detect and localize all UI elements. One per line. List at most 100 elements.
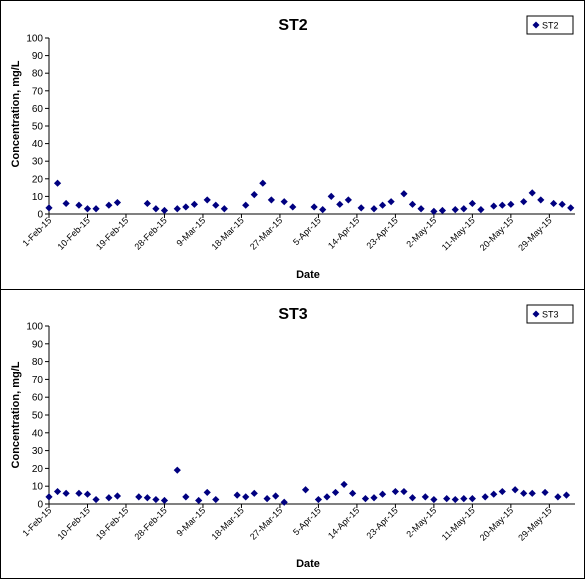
y-tick-label: 50	[32, 411, 44, 422]
data-point	[83, 205, 92, 213]
data-point	[160, 496, 169, 505]
data-point	[53, 179, 62, 187]
data-point	[152, 205, 160, 213]
data-point	[182, 493, 190, 501]
data-point	[160, 206, 169, 215]
data-point	[263, 495, 271, 503]
data-point	[250, 191, 258, 199]
x-tick-label: 27-Mar-15	[248, 215, 284, 251]
y-tick-label: 20	[32, 464, 44, 475]
data-point	[520, 489, 528, 497]
x-tick-label: 2-May-15	[404, 215, 438, 249]
data-point	[451, 495, 459, 504]
data-point	[173, 466, 181, 474]
y-axis-ticks: 0 10 20 30 40 50 60 70 80 90 100	[26, 322, 49, 511]
data-point	[45, 493, 53, 501]
data-point	[242, 493, 250, 501]
chart-axes	[48, 38, 575, 215]
y-tick-label: 30	[32, 157, 44, 168]
legend-box	[526, 304, 574, 324]
data-point	[331, 488, 340, 497]
y-tick-label: 80	[32, 357, 44, 368]
data-point	[490, 490, 498, 498]
data-point	[490, 202, 498, 210]
data-point	[378, 201, 387, 209]
x-tick-label: 23-Apr-15	[364, 505, 399, 540]
chart-legend: ST2	[526, 15, 574, 35]
data-point	[477, 206, 485, 214]
data-point	[62, 199, 70, 208]
y-axis-label: Concentration, mg/L	[10, 361, 22, 468]
x-tick-label: 9-Mar-15	[174, 505, 207, 538]
y-tick-label: 40	[32, 428, 44, 439]
st2-scatter-chart: ST2 Concentration, mg/L Date ST2 0 10 20 30…	[10, 15, 575, 281]
data-point	[242, 201, 250, 209]
y-tick-label: 70	[32, 375, 44, 386]
data-point	[53, 487, 62, 496]
x-tick-label: 20-May-15	[478, 505, 515, 542]
x-axis-ticks: 1-Feb-15 10-Feb-15 19-Feb-15 28-Feb-15 9-Mar…	[21, 504, 554, 543]
data-point	[438, 206, 447, 215]
data-point	[408, 200, 417, 208]
legend-label: ST3	[542, 310, 559, 320]
data-point	[143, 199, 151, 208]
data-point	[468, 199, 476, 208]
data-point	[323, 493, 331, 501]
data-point	[507, 200, 515, 208]
data-point	[468, 495, 476, 503]
data-point	[520, 198, 528, 206]
data-point	[370, 494, 378, 502]
data-point	[430, 495, 438, 504]
x-tick-label: 29-May-15	[516, 505, 553, 542]
y-tick-label: 10	[32, 482, 44, 493]
data-point	[250, 489, 258, 497]
legend-marker-diamond	[532, 21, 540, 29]
x-tick-label: 20-May-15	[478, 215, 515, 252]
data-point	[558, 200, 566, 208]
x-tick-label: 29-May-15	[516, 215, 553, 252]
y-tick-label: 60	[32, 104, 44, 115]
x-tick-label: 10-Feb-15	[55, 505, 91, 541]
data-point	[327, 192, 335, 200]
x-tick-label: 11-May-15	[440, 215, 477, 252]
y-axis-label: Concentration, mg/L	[10, 60, 22, 167]
data-point	[562, 491, 571, 499]
data-points	[45, 179, 575, 215]
y-tick-label: 90	[32, 339, 44, 350]
legend-marker-diamond	[532, 310, 540, 318]
data-point	[528, 189, 536, 197]
data-point	[203, 488, 211, 497]
x-tick-label: 5-Apr-15	[291, 505, 323, 537]
x-tick-label: 28-Feb-15	[132, 505, 168, 541]
data-point	[378, 490, 387, 498]
x-tick-label: 28-Feb-15	[132, 215, 168, 251]
x-tick-label: 18-Mar-15	[209, 215, 245, 251]
x-tick-label: 2-May-15	[404, 505, 438, 539]
data-point	[460, 495, 468, 503]
data-point	[550, 199, 558, 208]
data-point	[143, 494, 151, 502]
data-point	[349, 489, 357, 497]
data-point	[105, 494, 113, 502]
st3-scatter-chart: ST3 Concentration, mg/L Date ST3 0 10 20 30…	[10, 304, 575, 570]
data-point	[45, 204, 53, 212]
data-point	[203, 196, 211, 204]
data-point	[173, 205, 181, 213]
y-tick-label: 70	[32, 86, 44, 97]
chart-title: ST2	[278, 17, 307, 34]
y-tick-label: 100	[26, 34, 43, 45]
data-point	[220, 205, 228, 213]
data-point	[75, 201, 83, 209]
legend-label: ST2	[542, 21, 559, 31]
data-point	[190, 200, 198, 208]
data-point	[481, 493, 489, 501]
data-point	[417, 205, 425, 213]
data-point	[528, 489, 536, 497]
data-point	[259, 179, 267, 187]
data-point	[135, 493, 143, 501]
y-tick-label: 40	[32, 139, 44, 150]
y-tick-label: 0	[37, 500, 43, 511]
data-point	[289, 203, 297, 211]
data-point	[430, 207, 438, 215]
data-point	[541, 488, 549, 497]
